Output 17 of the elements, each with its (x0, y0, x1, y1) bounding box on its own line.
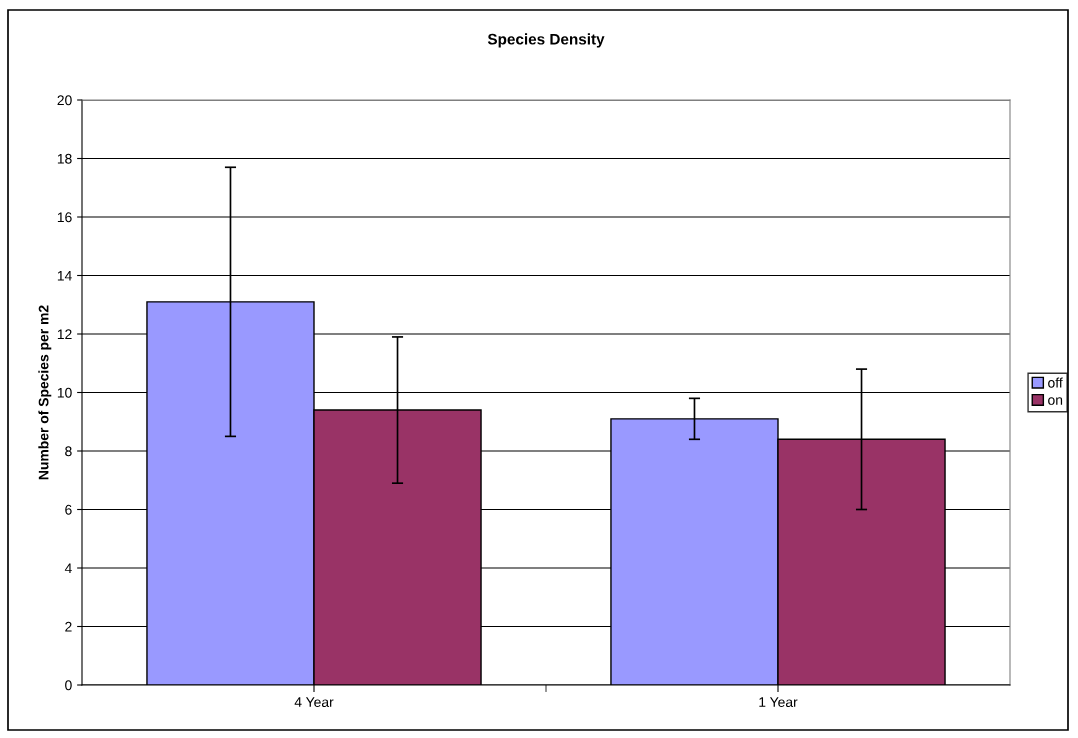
legend-label: on (1048, 397, 1063, 405)
y-tick-label: 4 (64, 563, 72, 574)
y-axis-title: Number of Species per m2 (38, 305, 52, 480)
y-tick-label: 16 (57, 212, 72, 223)
y-tick-label: 18 (57, 153, 72, 164)
y-tick-label: 0 (65, 680, 72, 691)
y-tick-label: 8 (65, 446, 72, 457)
y-tick-label: 14 (57, 270, 72, 281)
x-tick-label: 4 Year (294, 697, 334, 708)
y-tick-label: 6 (65, 504, 72, 515)
y-tick-label: 10 (57, 387, 72, 398)
legend-label: off (1048, 377, 1063, 388)
y-tick-label: 12 (57, 329, 72, 340)
chart-title: Species Density (487, 33, 605, 48)
x-tick-label: 1 Year (759, 697, 798, 708)
y-tick-label: 20 (57, 95, 72, 106)
y-tick-label: 2 (65, 621, 72, 632)
